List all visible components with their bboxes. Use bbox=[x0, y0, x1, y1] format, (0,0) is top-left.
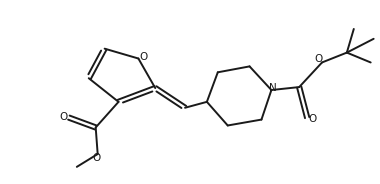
Text: O: O bbox=[93, 153, 101, 163]
Text: N: N bbox=[269, 83, 276, 93]
Text: O: O bbox=[139, 52, 147, 61]
Text: O: O bbox=[308, 114, 316, 124]
Text: O: O bbox=[314, 54, 322, 65]
Text: O: O bbox=[60, 112, 68, 122]
